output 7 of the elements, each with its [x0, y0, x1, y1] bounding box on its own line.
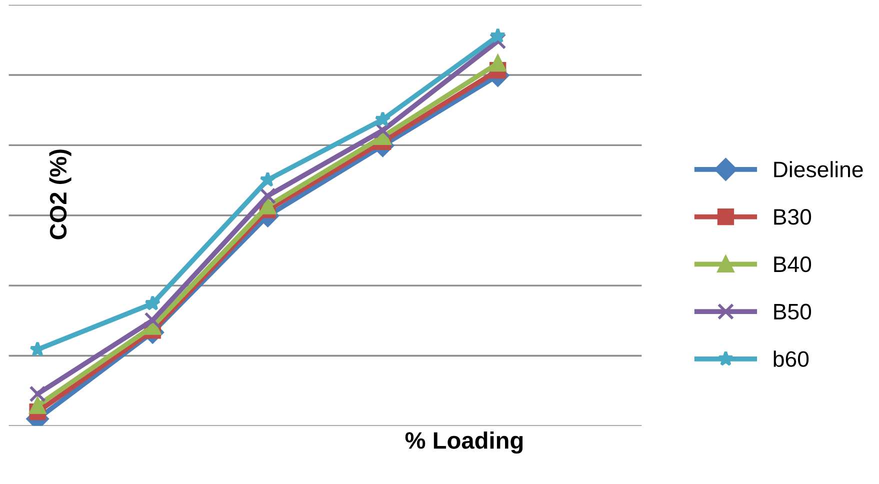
legend-label: B40 — [774, 256, 812, 272]
legend-label: B30 — [774, 209, 812, 225]
legend-label: Dieseline — [774, 161, 863, 178]
y-axis-title: CO2 (%) — [49, 150, 72, 240]
legend-label: b60 — [774, 350, 809, 367]
legend-label: B50 — [774, 304, 812, 320]
x-axis-title: % Loading — [405, 431, 523, 454]
